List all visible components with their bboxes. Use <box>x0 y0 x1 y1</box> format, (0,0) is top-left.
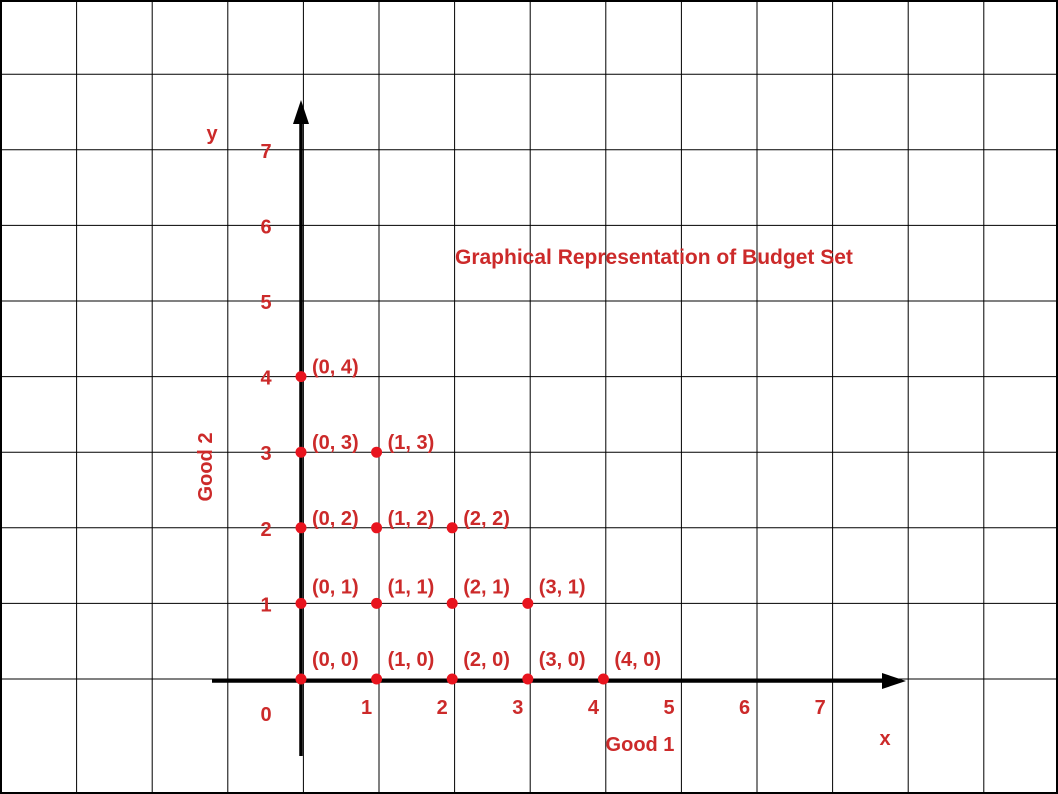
point-label: (0, 1) <box>312 576 359 598</box>
data-points: (0, 0) (1, 0) (2, 0) (3, 0) (4, 0) (0, 1) (1, … <box>295 357 661 685</box>
data-point <box>446 673 458 685</box>
point-label: (0, 4) <box>312 357 359 379</box>
point-label: (0, 3) <box>312 432 359 454</box>
data-point <box>295 522 307 534</box>
data-point <box>597 673 609 685</box>
tick-labels: 1 2 3 4 5 6 7 1 2 3 4 5 6 7 <box>260 141 825 719</box>
y-tick-label: 3 <box>260 443 271 465</box>
data-point <box>371 597 383 609</box>
data-point <box>522 673 534 685</box>
y-tick-label: 5 <box>260 292 271 314</box>
chart-title: Graphical Representation of Budget Set <box>455 246 853 269</box>
x-axis-letter: x <box>879 728 890 750</box>
point-label: (3, 1) <box>539 576 586 598</box>
point-label: (2, 1) <box>463 576 510 598</box>
x-axis-label: Good 1 <box>606 734 675 756</box>
y-tick-label: 4 <box>260 368 272 390</box>
point-label: (1, 1) <box>388 576 435 598</box>
data-point <box>446 522 458 534</box>
y-axis-label: Good 2 <box>195 433 217 502</box>
data-point <box>295 371 307 383</box>
origin-label: 0 <box>260 704 271 726</box>
point-label: (0, 0) <box>312 649 359 671</box>
x-axis-arrow <box>882 673 906 689</box>
x-tick-label: 2 <box>437 697 448 719</box>
point-label: (1, 2) <box>388 508 435 530</box>
point-label: (0, 2) <box>312 508 359 530</box>
data-point <box>295 446 307 458</box>
x-tick-label: 3 <box>512 697 523 719</box>
y-tick-label: 1 <box>260 594 271 616</box>
data-point <box>295 597 307 609</box>
point-label: (2, 2) <box>463 508 510 530</box>
y-tick-label: 7 <box>260 141 271 163</box>
data-point <box>295 673 307 685</box>
point-label: (4, 0) <box>614 649 661 671</box>
data-point <box>371 673 383 685</box>
point-label: (1, 3) <box>388 432 435 454</box>
point-label: (1, 0) <box>388 649 435 671</box>
data-point <box>522 597 534 609</box>
point-label: (2, 0) <box>463 649 510 671</box>
data-point <box>446 597 458 609</box>
y-axis-arrow <box>293 100 309 124</box>
x-tick-label: 5 <box>663 697 674 719</box>
x-tick-label: 6 <box>739 697 750 719</box>
data-point <box>371 446 383 458</box>
y-tick-label: 2 <box>260 519 271 541</box>
point-label: (3, 0) <box>539 649 586 671</box>
axes <box>212 100 906 756</box>
data-point <box>371 522 383 534</box>
y-tick-label: 6 <box>260 216 271 238</box>
x-tick-label: 1 <box>361 697 372 719</box>
x-tick-label: 4 <box>588 697 600 719</box>
x-tick-label: 7 <box>815 697 826 719</box>
y-axis-letter: y <box>206 123 218 145</box>
